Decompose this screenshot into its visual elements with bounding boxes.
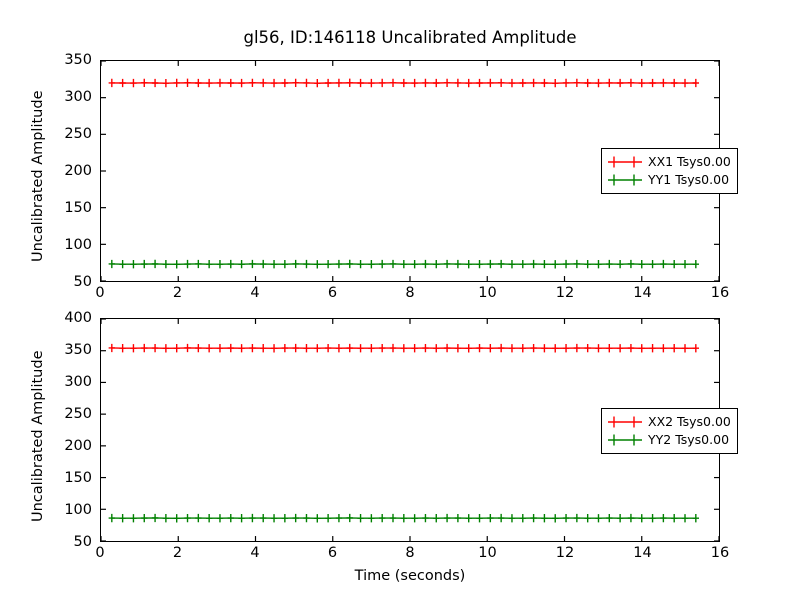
x-tick-label: 12 xyxy=(555,545,575,561)
chart-title: gl56, ID:146118 Uncalibrated Amplitude xyxy=(243,28,577,47)
y-tick-label: 250 xyxy=(64,126,92,142)
y-tick-label: 150 xyxy=(64,470,92,486)
y-tick-label: 300 xyxy=(64,374,92,390)
legend-label-yy2: YY2 Tsys0.00 xyxy=(648,431,730,447)
x-tick-label: 4 xyxy=(250,285,260,301)
y-tick-label: 300 xyxy=(64,89,92,105)
y-axis-label-bottom: Uncalibrated Amplitude xyxy=(30,350,46,523)
x-tick-label: 6 xyxy=(327,285,338,301)
legend-top: XX1 Tsys0.00 YY1 Tsys0.00 xyxy=(601,148,738,194)
x-tick-label: 10 xyxy=(478,285,497,301)
x-axis-label: Time (seconds) xyxy=(354,568,466,584)
legend-swatch-xx2 xyxy=(608,416,642,428)
x-tick-label: 14 xyxy=(633,545,652,561)
y-tick-label: 400 xyxy=(64,310,92,326)
y-tick-label: 100 xyxy=(64,502,92,518)
legend-bottom: XX2 Tsys0.00 YY2 Tsys0.00 xyxy=(601,408,738,454)
plot-lines-bottom xyxy=(100,318,720,542)
legend-entry: YY1 Tsys0.00 xyxy=(607,171,731,189)
y-tick-label: 200 xyxy=(64,438,92,454)
y-tick-label: 350 xyxy=(64,342,92,358)
y-tick-label: 350 xyxy=(64,52,92,68)
plot-area-top xyxy=(100,60,720,282)
x-tick-label: 8 xyxy=(405,545,415,561)
y-tick-label: 50 xyxy=(73,534,92,550)
x-tick-label: 8 xyxy=(405,285,415,301)
legend-entry: XX1 Tsys0.00 xyxy=(607,153,731,171)
x-tick-label: 0 xyxy=(95,545,105,561)
x-tick-label: 6 xyxy=(327,545,338,561)
x-tick-label: 10 xyxy=(478,545,497,561)
y-tick-label: 50 xyxy=(73,274,92,290)
legend-label-xx2: XX2 Tsys0.00 xyxy=(648,413,731,429)
x-tick-label: 2 xyxy=(172,545,183,561)
x-tick-label: 14 xyxy=(633,285,652,301)
x-tick-label: 2 xyxy=(172,285,183,301)
y-tick-label: 200 xyxy=(64,163,92,179)
legend-swatch-yy2 xyxy=(608,434,642,446)
legend-swatch-yy1 xyxy=(608,174,642,186)
plot-lines-top xyxy=(100,60,720,282)
y-tick-label: 150 xyxy=(64,200,92,216)
x-tick-label: 12 xyxy=(555,285,575,301)
legend-swatch-xx1 xyxy=(608,156,642,168)
y-tick-label: 100 xyxy=(64,237,92,253)
legend-entry: XX2 Tsys0.00 xyxy=(607,413,731,431)
x-tick-label: 0 xyxy=(95,285,105,301)
legend-label-yy1: YY1 Tsys0.00 xyxy=(648,171,730,187)
legend-entry: YY2 Tsys0.00 xyxy=(607,431,731,449)
y-tick-label: 250 xyxy=(64,406,92,422)
x-tick-label: 16 xyxy=(710,545,730,561)
y-axis-label-top: Uncalibrated Amplitude xyxy=(30,90,46,263)
x-tick-label: 16 xyxy=(710,285,730,301)
legend-label-xx1: XX1 Tsys0.00 xyxy=(648,153,731,169)
x-tick-label: 4 xyxy=(250,545,260,561)
